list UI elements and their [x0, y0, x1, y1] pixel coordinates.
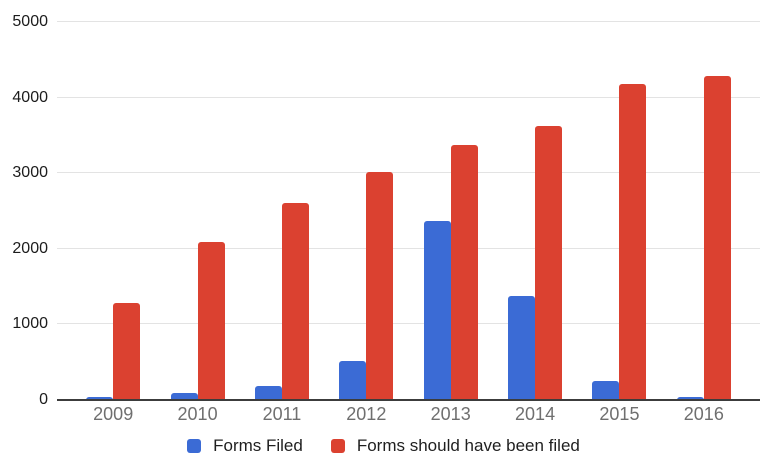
- bar-2012-forms-filed: [339, 361, 367, 400]
- plot-area: [57, 21, 760, 401]
- bar-2013-forms-should-have-been-filed: [450, 145, 478, 400]
- bar-group-2013: [409, 22, 493, 400]
- legend-label: Forms should have been filed: [356, 436, 580, 455]
- gridline-3000: [57, 172, 760, 174]
- y-tick-label-5000: 5000: [12, 13, 48, 30]
- x-tick-label-2013: 2013: [430, 404, 471, 424]
- y-tick-label-1000: 1000: [12, 315, 48, 333]
- bar-2014-forms-filed: [508, 296, 536, 400]
- x-tick-label-2015: 2015: [599, 404, 640, 424]
- legend-item-forms-should-have-been-filed: Forms should have been filed: [330, 436, 580, 456]
- y-tick-label-2000: 2000: [12, 239, 48, 257]
- bar-groups: [57, 22, 760, 400]
- legend-item-forms-filed: Forms Filed: [187, 436, 303, 456]
- legend-label: Forms Filed: [213, 436, 303, 455]
- bar-2010-forms-should-have-been-filed: [197, 242, 225, 400]
- bar-group-2014: [493, 22, 577, 400]
- bar-2011-forms-should-have-been-filed: [281, 203, 309, 400]
- chart-legend: Forms Filed Forms should have been filed: [0, 436, 767, 456]
- bar-2009-forms-should-have-been-filed: [113, 303, 141, 400]
- x-axis-tick-labels: 2009 2010 2011 2012 2013 2014 2015 2016: [57, 404, 760, 425]
- gridline-5000: [57, 21, 760, 22]
- y-tick-label-0: 0: [39, 391, 48, 408]
- bar-2010-forms-filed: [170, 393, 198, 400]
- bar-group-2010: [155, 22, 239, 400]
- x-tick-label-2016: 2016: [683, 404, 724, 424]
- bar-2013-forms-filed: [423, 220, 451, 400]
- bar-2016-forms-filed: [676, 396, 704, 400]
- bar-2015-forms-filed: [592, 381, 620, 400]
- bar-group-2016: [662, 22, 746, 400]
- y-tick-label-4000: 4000: [12, 88, 48, 106]
- bar-2016-forms-should-have-been-filed: [703, 75, 731, 400]
- bar-2015-forms-should-have-been-filed: [619, 83, 647, 400]
- bar-2011-forms-filed: [254, 386, 282, 400]
- bar-group-2009: [71, 22, 155, 400]
- gridline-4000: [57, 96, 760, 98]
- bar-2009-forms-filed: [86, 397, 114, 400]
- bar-2014-forms-should-have-been-filed: [535, 126, 563, 400]
- x-tick-label-2009: 2009: [93, 404, 134, 424]
- x-tick-label-2014: 2014: [515, 404, 556, 424]
- x-tick-label-2011: 2011: [262, 404, 302, 424]
- gridline-1000: [57, 323, 760, 325]
- x-axis-line: [57, 399, 760, 401]
- x-tick-label-2010: 2010: [177, 404, 218, 424]
- bar-group-2015: [577, 22, 661, 400]
- legend-swatch-icon: [187, 439, 202, 453]
- bar-group-2012: [324, 22, 408, 400]
- bar-group-2011: [240, 22, 324, 400]
- x-tick-label-2012: 2012: [346, 404, 387, 424]
- legend-swatch-icon: [330, 439, 345, 453]
- bar-2012-forms-should-have-been-filed: [366, 171, 394, 400]
- y-tick-label-3000: 3000: [12, 164, 48, 182]
- gridline-2000: [57, 247, 760, 249]
